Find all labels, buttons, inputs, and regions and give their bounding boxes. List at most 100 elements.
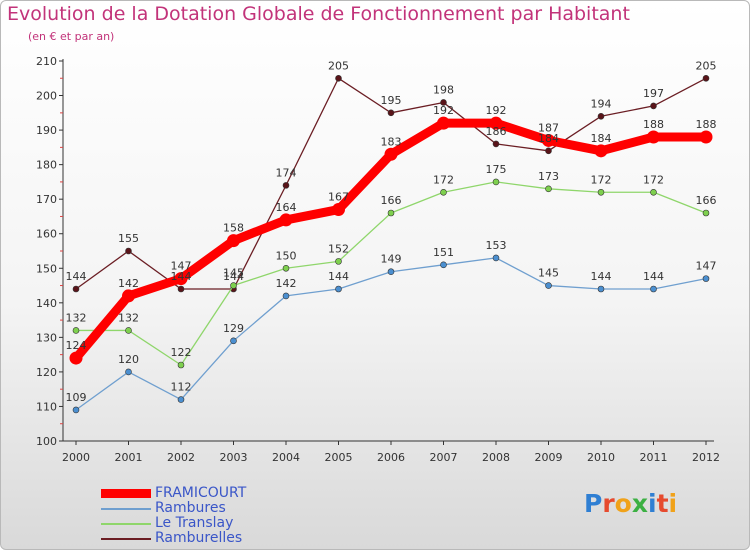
y-tick-label: 100: [36, 435, 57, 448]
data-point: [125, 327, 132, 334]
legend-item-framicourt: FRAMICOURT: [101, 486, 246, 501]
data-point: [72, 327, 80, 334]
data-point: [387, 209, 395, 217]
x-tick-label: 2012: [692, 451, 720, 464]
data-label: 172: [591, 173, 612, 186]
y-tick-label: 200: [36, 90, 57, 103]
data-label: 173: [538, 170, 559, 183]
data-point: [282, 264, 290, 272]
data-label: 188: [643, 118, 664, 131]
data-label: 122: [171, 346, 192, 359]
proxiti-logo: Proxiti: [584, 489, 677, 518]
y-tick-label: 110: [36, 400, 57, 413]
logo-letter: i: [668, 489, 678, 518]
data-point: [72, 406, 80, 414]
data-label: 151: [433, 246, 454, 259]
chart-subtitle: (en € et par an): [28, 30, 115, 43]
data-label: 144: [171, 270, 192, 283]
data-label: 129: [223, 322, 244, 335]
data-point: [125, 368, 132, 376]
data-point: [335, 258, 342, 265]
legend-label-le-translay: Le Translay: [155, 515, 234, 531]
data-label: 144: [328, 270, 349, 283]
data-point: [387, 268, 395, 276]
data-point: [335, 285, 342, 293]
data-label: 183: [381, 135, 402, 148]
data-label: 144: [223, 270, 244, 283]
data-label: 205: [328, 59, 349, 72]
data-point: [492, 140, 500, 148]
x-tick-label: 2007: [430, 451, 458, 464]
data-point: [545, 282, 552, 289]
data-label: 109: [66, 391, 87, 404]
x-tick-label: 2010: [587, 451, 615, 464]
x-tick-label: 2009: [535, 451, 563, 464]
data-label: 142: [276, 277, 297, 290]
data-point: [650, 285, 657, 293]
data-label: 144: [66, 270, 87, 283]
data-label: 142: [118, 277, 139, 290]
data-label: 112: [171, 381, 192, 394]
data-label: 192: [486, 104, 507, 117]
data-label: 198: [433, 83, 454, 96]
data-label: 184: [591, 132, 612, 145]
data-point: [492, 254, 500, 262]
y-tick-label: 150: [36, 262, 57, 275]
data-label: 155: [118, 232, 139, 245]
data-point: [387, 109, 395, 117]
data-label: 144: [591, 270, 612, 283]
data-point: [227, 234, 240, 248]
data-point: [332, 203, 345, 217]
data-point: [174, 272, 188, 286]
data-point: [440, 99, 447, 106]
data-label: 120: [118, 353, 139, 366]
x-tick-label: 2008: [482, 451, 510, 464]
data-label: 124: [66, 339, 87, 352]
legend-item-ramburelles: Ramburelles: [101, 531, 246, 546]
data-label: 187: [538, 121, 559, 134]
data-point: [545, 147, 552, 155]
logo-letter: r: [602, 489, 615, 518]
legend-swatch-le-translay: [101, 522, 151, 525]
data-point: [230, 282, 237, 289]
chart-title: Evolution de la Dotation Globale de Fonc…: [7, 3, 630, 25]
x-tick-label: 2004: [272, 451, 300, 464]
legend-item-rambures: Rambures: [101, 501, 246, 516]
data-point: [545, 185, 552, 193]
data-label: 144: [643, 270, 664, 283]
data-point: [177, 361, 185, 369]
data-label: 197: [643, 87, 664, 100]
data-label: 184: [538, 132, 559, 145]
data-label: 132: [118, 311, 139, 324]
data-point: [597, 112, 605, 120]
data-point: [177, 285, 185, 293]
legend-swatch-ramburelles: [101, 537, 151, 540]
x-tick-label: 2002: [167, 451, 195, 464]
data-point: [597, 285, 605, 293]
data-point: [440, 261, 447, 269]
data-point: [282, 182, 290, 189]
data-point: [440, 188, 447, 196]
data-label: 150: [276, 249, 297, 262]
data-point: [650, 188, 657, 196]
data-point: [702, 275, 710, 282]
data-label: 166: [696, 194, 717, 207]
legend-swatch-framicourt: [101, 489, 151, 498]
data-label: 147: [171, 260, 192, 273]
data-point: [647, 130, 660, 144]
data-point: [542, 133, 555, 147]
legend-label-framicourt: FRAMICOURT: [155, 485, 247, 501]
logo-letter: x: [631, 489, 648, 518]
data-label: 172: [433, 173, 454, 186]
data-point: [335, 74, 342, 82]
data-label: 194: [591, 97, 612, 110]
data-point: [177, 396, 185, 403]
x-tick-label: 2011: [640, 451, 668, 464]
data-label: 132: [66, 311, 87, 324]
legend: FRAMICOURT Rambures Le Translay Ramburel…: [101, 486, 246, 546]
data-label: 152: [328, 242, 349, 255]
data-label: 145: [223, 267, 244, 280]
data-label: 186: [486, 125, 507, 138]
